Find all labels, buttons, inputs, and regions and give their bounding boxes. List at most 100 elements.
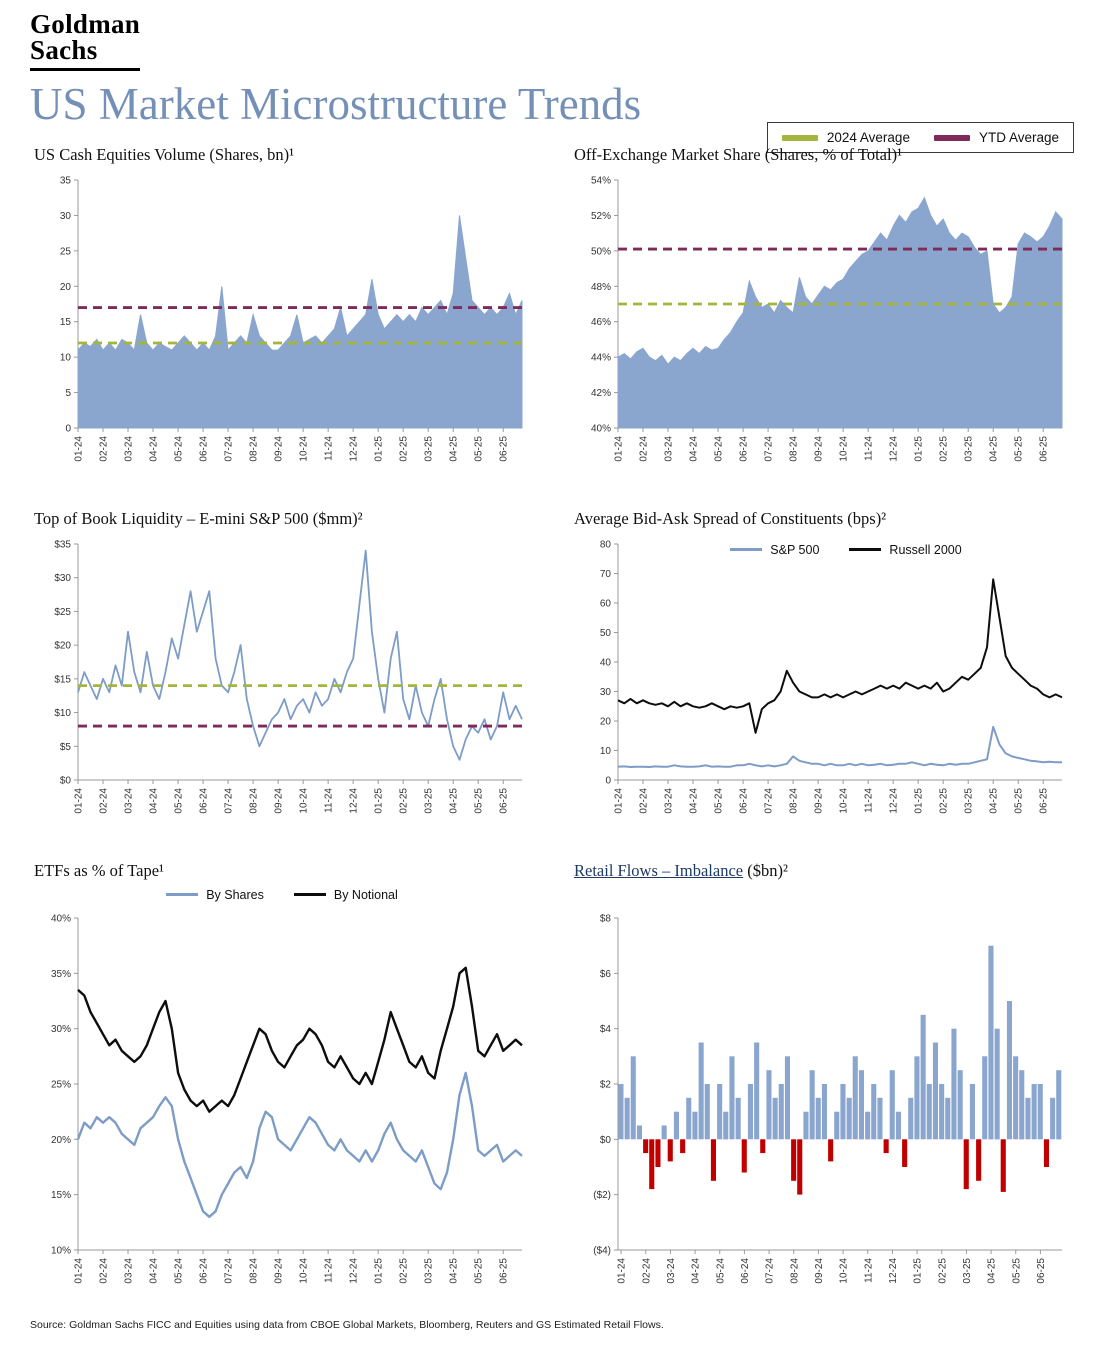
svg-text:06-25: 06-25 [1036, 1257, 1047, 1283]
legend-label-russell-2000: Russell 2000 [889, 542, 962, 557]
svg-text:09-24: 09-24 [274, 1257, 285, 1283]
etfs-pct-of-tape-chart: 10% 15% 20% 25% 30% 35% 40% 01-24 02-24 03-24 04-2… [51, 913, 523, 1283]
svg-text:10: 10 [60, 352, 72, 363]
retail-flows-imbalance-chart: ($4) ($2) $0 $2 $4 $6 $8 01-24 02-24 03-24 04-24 05… [593, 913, 1062, 1283]
chart-title-retail-flows-imbalance: Retail Flows – Imbalance ($bn)² [574, 861, 1074, 881]
svg-text:01-25: 01-25 [914, 435, 925, 461]
svg-text:12-24: 12-24 [889, 787, 900, 813]
svg-text:01-25: 01-25 [374, 435, 385, 461]
svg-text:10-24: 10-24 [839, 1257, 850, 1283]
svg-text:01-24: 01-24 [74, 1257, 85, 1283]
chart-title-off-exchange-share: Off-Exchange Market Share (Shares, % of … [574, 144, 903, 164]
top-of-book-liquidity-chart: $0 $5 $10 $15 $20 $25 $30 $35 01-24 02-24 03-24 04-… [54, 539, 523, 813]
svg-text:04-24: 04-24 [689, 787, 700, 813]
svg-text:$0: $0 [60, 775, 72, 786]
svg-text:04-24: 04-24 [149, 787, 160, 813]
svg-text:01-25: 01-25 [914, 787, 925, 813]
svg-text:09-24: 09-24 [814, 787, 825, 813]
svg-text:52%: 52% [591, 210, 611, 221]
svg-text:05-24: 05-24 [714, 787, 725, 813]
retail-flows-spacer [570, 884, 1074, 906]
svg-text:03-25: 03-25 [964, 787, 975, 813]
svg-text:06-24: 06-24 [199, 787, 210, 813]
svg-text:03-24: 03-24 [664, 787, 675, 813]
svg-text:25%: 25% [51, 1079, 71, 1090]
svg-text:$5: $5 [60, 741, 72, 752]
svg-text:$30: $30 [54, 573, 71, 584]
svg-text:10-24: 10-24 [299, 1257, 310, 1283]
svg-text:04-25: 04-25 [449, 1257, 460, 1283]
svg-text:05-24: 05-24 [174, 435, 185, 461]
svg-text:50: 50 [600, 628, 612, 639]
svg-text:05-25: 05-25 [474, 787, 485, 813]
chart-title-bid-ask-spread: Average Bid-Ask Spread of Constituents (… [574, 508, 887, 528]
svg-text:10-24: 10-24 [299, 435, 310, 461]
svg-text:02-24: 02-24 [99, 435, 110, 461]
svg-text:30%: 30% [51, 1024, 71, 1035]
svg-text:03-24: 03-24 [666, 1257, 677, 1283]
svg-text:05-25: 05-25 [1011, 1257, 1022, 1283]
svg-text:$20: $20 [54, 640, 71, 651]
svg-text:12-24: 12-24 [349, 1257, 360, 1283]
logo-line1: Goldman [30, 9, 141, 39]
svg-text:09-24: 09-24 [814, 1257, 825, 1283]
svg-text:70: 70 [600, 569, 612, 580]
chart-title-top-of-book-liquidity: Top of Book Liquidity – E-mini S&P 500 (… [34, 508, 363, 528]
svg-text:03-24: 03-24 [124, 787, 135, 813]
svg-text:35%: 35% [51, 968, 71, 979]
svg-text:50%: 50% [591, 246, 611, 257]
retail-flows-title-suffix: ($bn)² [743, 860, 788, 880]
svg-text:01-24: 01-24 [614, 787, 625, 813]
svg-text:44%: 44% [591, 352, 611, 363]
svg-text:35: 35 [60, 175, 72, 186]
svg-text:03-25: 03-25 [964, 435, 975, 461]
svg-text:06-24: 06-24 [739, 787, 750, 813]
2024-average-swatch [781, 134, 818, 141]
svg-text:$8: $8 [600, 913, 612, 924]
svg-text:40: 40 [600, 657, 612, 668]
svg-text:42%: 42% [591, 388, 611, 399]
svg-text:05-25: 05-25 [1014, 787, 1025, 813]
svg-text:09-24: 09-24 [814, 435, 825, 461]
svg-text:$25: $25 [54, 606, 71, 617]
svg-text:08-24: 08-24 [249, 787, 260, 813]
svg-text:02-25: 02-25 [939, 787, 950, 813]
svg-text:04-25: 04-25 [987, 1257, 998, 1283]
svg-text:02-24: 02-24 [99, 787, 110, 813]
svg-text:10: 10 [600, 746, 612, 757]
svg-text:04-25: 04-25 [989, 435, 1000, 461]
source-note: Source: Goldman Sachs FICC and Equities … [30, 1318, 664, 1331]
svg-text:($4): ($4) [593, 1245, 611, 1256]
svg-text:02-25: 02-25 [399, 1257, 410, 1283]
svg-text:07-24: 07-24 [764, 435, 775, 461]
svg-text:15%: 15% [51, 1190, 71, 1201]
svg-text:04-25: 04-25 [989, 787, 1000, 813]
logo-line2: Sachs [30, 34, 98, 65]
svg-text:01-25: 01-25 [913, 1257, 924, 1283]
svg-text:05-24: 05-24 [174, 1257, 185, 1283]
svg-text:40%: 40% [51, 913, 71, 924]
svg-text:02-24: 02-24 [639, 787, 650, 813]
svg-text:05-24: 05-24 [715, 1257, 726, 1283]
legend-label-by-notional: By Notional [333, 887, 398, 902]
svg-text:02-25: 02-25 [399, 787, 410, 813]
svg-text:07-24: 07-24 [224, 1257, 235, 1283]
svg-text:06-24: 06-24 [199, 435, 210, 461]
svg-text:80: 80 [600, 539, 612, 550]
svg-text:09-24: 09-24 [274, 787, 285, 813]
svg-text:03-24: 03-24 [124, 1257, 135, 1283]
svg-text:04-24: 04-24 [691, 1257, 702, 1283]
svg-text:05-25: 05-25 [474, 1257, 485, 1283]
svg-text:03-24: 03-24 [124, 435, 135, 461]
legend-item-sp500: S&P 500 [730, 543, 819, 557]
svg-text:15: 15 [60, 317, 72, 328]
svg-text:01-24: 01-24 [614, 435, 625, 461]
svg-text:06-25: 06-25 [499, 1257, 510, 1283]
svg-text:11-24: 11-24 [864, 787, 875, 812]
svg-text:12-24: 12-24 [888, 1257, 899, 1283]
svg-text:06-25: 06-25 [1039, 787, 1050, 813]
svg-text:04-24: 04-24 [689, 435, 700, 461]
retail-flows-title-link[interactable]: Retail Flows – Imbalance [574, 860, 744, 880]
svg-text:08-24: 08-24 [789, 1257, 800, 1283]
